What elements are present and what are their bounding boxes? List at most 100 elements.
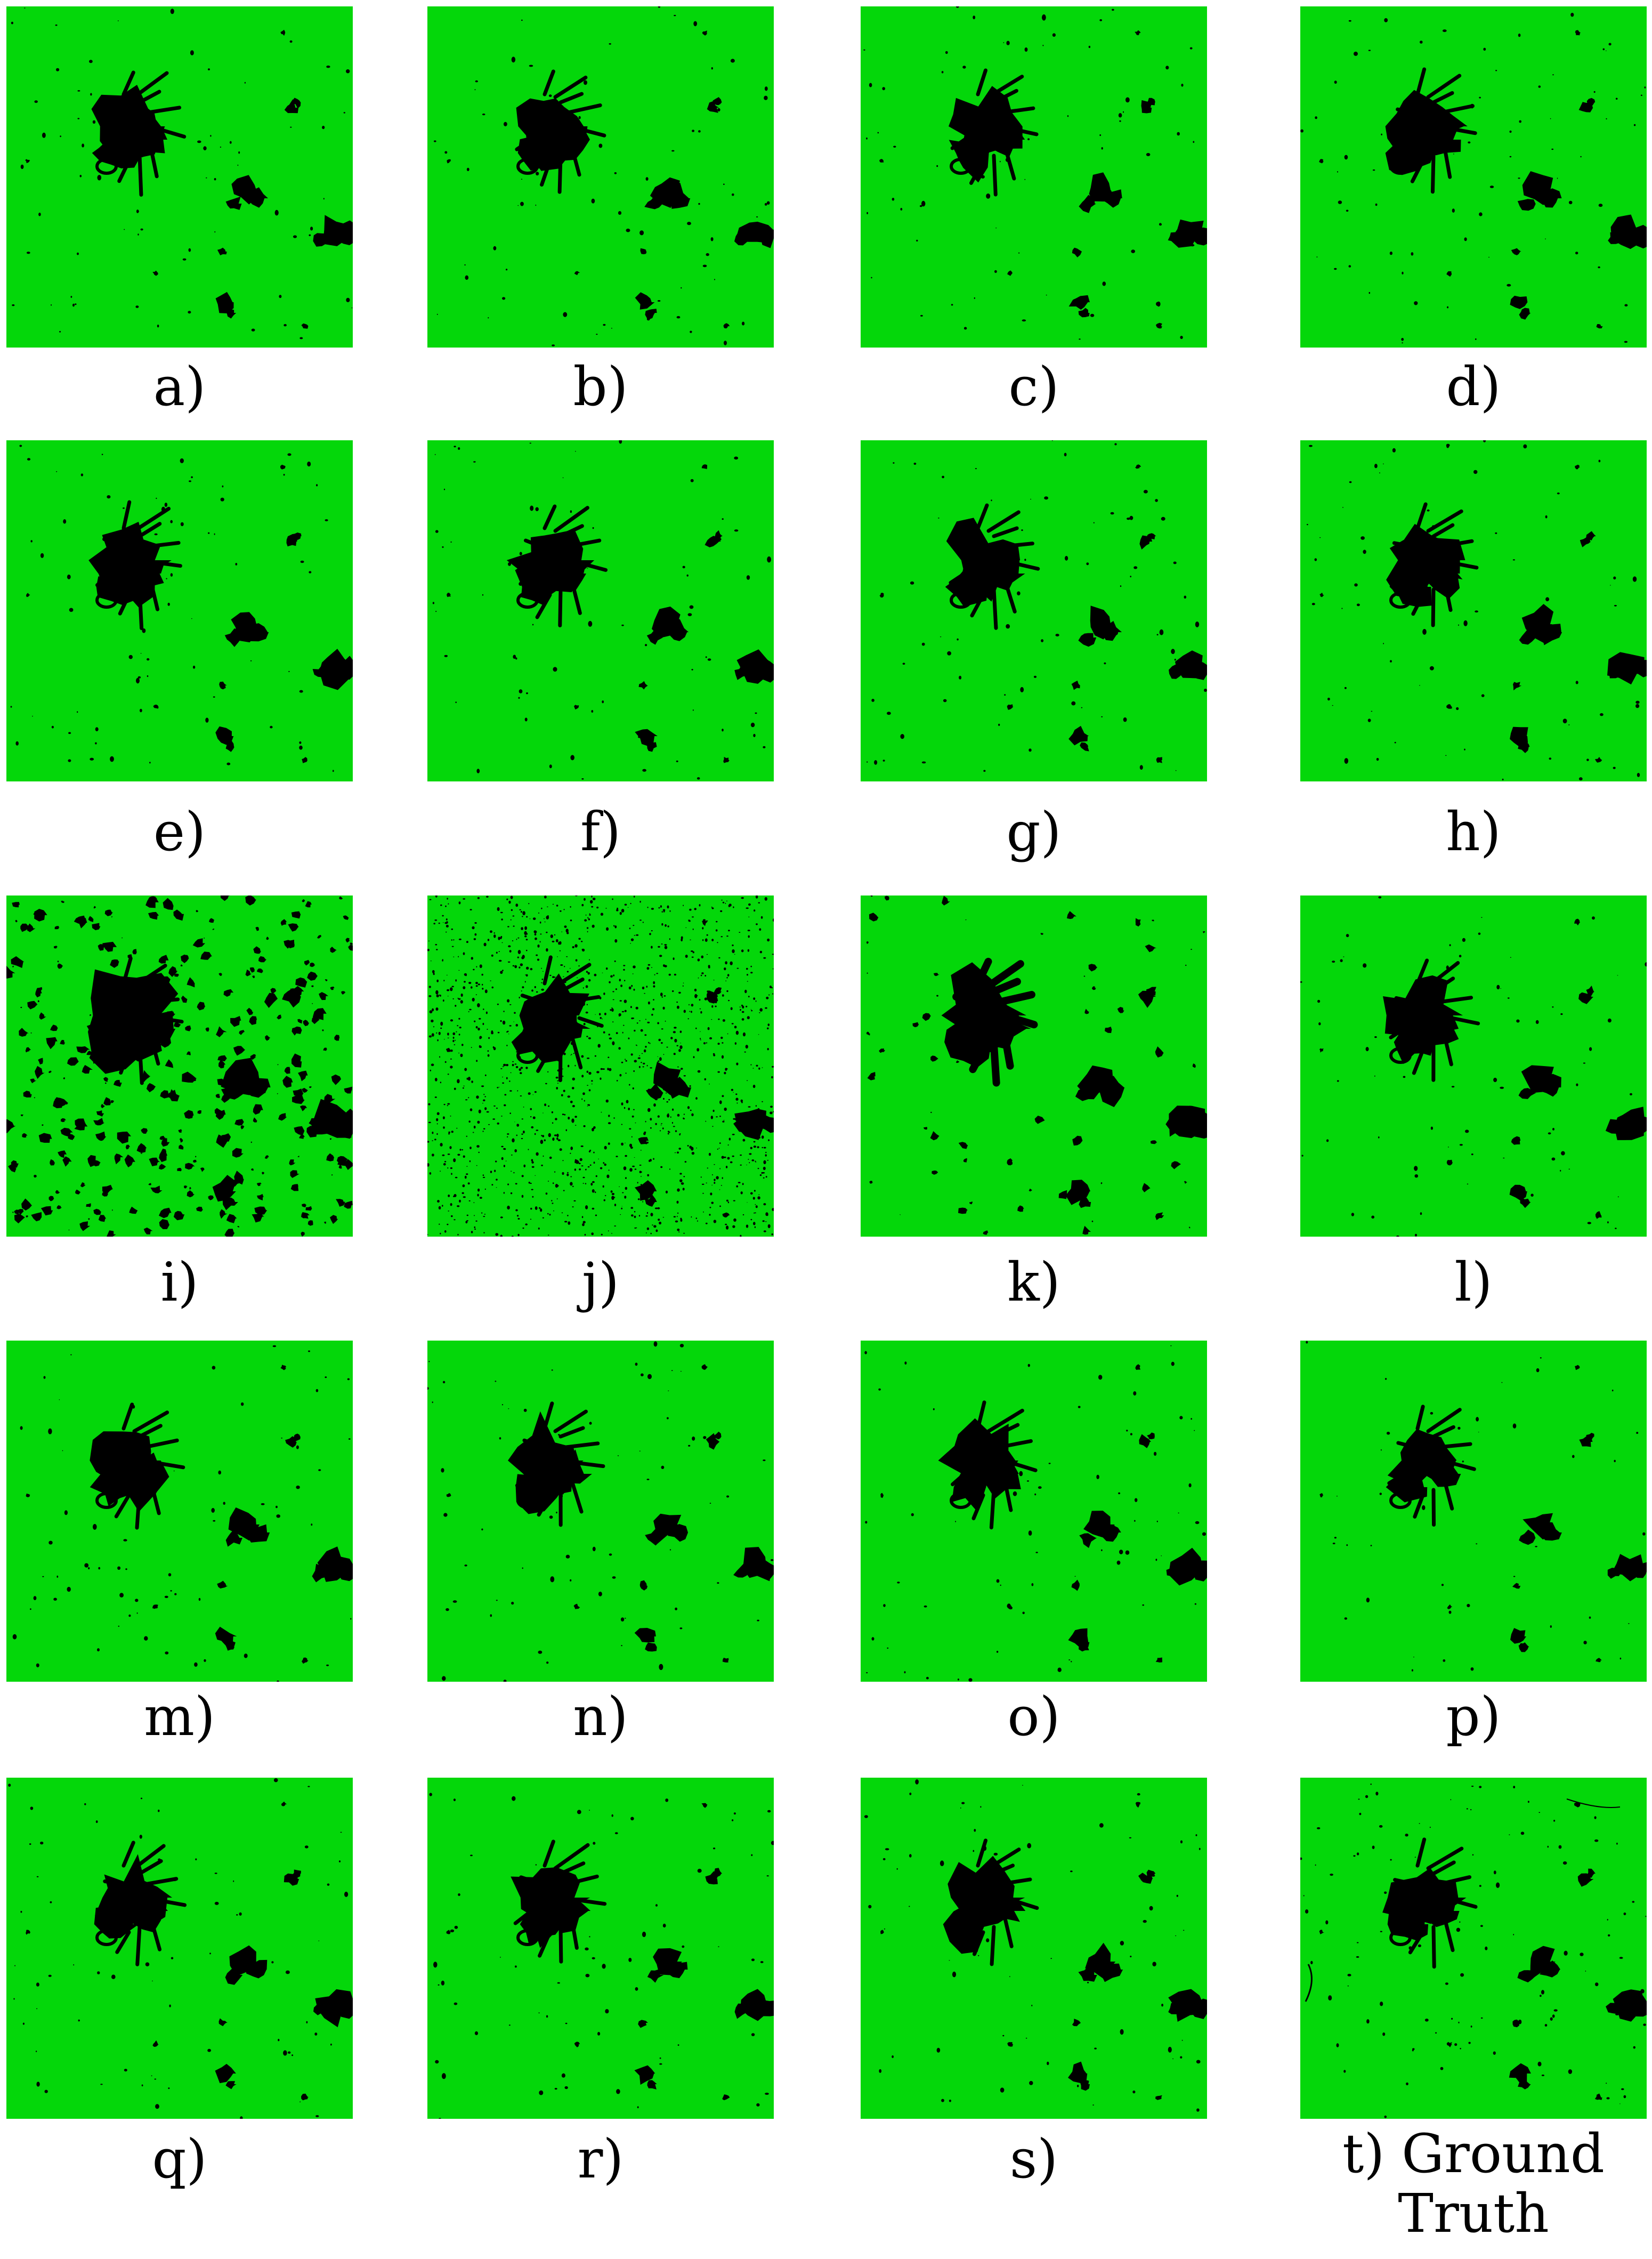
pond xyxy=(629,1143,633,1147)
lake-arm xyxy=(1442,1032,1453,1067)
pond xyxy=(1118,113,1122,118)
lake-ring xyxy=(95,1492,118,1509)
pond xyxy=(257,968,264,973)
land-background xyxy=(861,1778,1207,2119)
pond xyxy=(432,970,435,974)
lake-arm xyxy=(990,1925,996,1966)
lake-arm xyxy=(114,1493,131,1519)
pond xyxy=(1376,757,1379,761)
pond xyxy=(141,1128,148,1134)
pond xyxy=(726,935,728,937)
pond xyxy=(548,1133,551,1137)
pond xyxy=(479,1018,481,1020)
water-body xyxy=(1574,918,1581,926)
pond xyxy=(346,69,350,74)
pond xyxy=(1392,448,1396,453)
pond xyxy=(1314,558,1317,561)
pond xyxy=(1183,1930,1185,1931)
pond xyxy=(884,1928,886,1930)
water-body xyxy=(248,623,269,642)
pond xyxy=(718,538,722,540)
water-body xyxy=(225,740,234,752)
pond xyxy=(463,1155,465,1158)
pond xyxy=(994,270,997,273)
pond xyxy=(733,906,734,908)
pond xyxy=(312,1008,327,1020)
pond xyxy=(54,946,58,949)
pond xyxy=(154,2078,157,2080)
lake-arm xyxy=(122,500,132,530)
pond xyxy=(477,1193,479,1197)
pond xyxy=(621,909,625,913)
pond xyxy=(252,975,255,978)
pond xyxy=(277,1093,279,1094)
pond xyxy=(751,1159,755,1161)
pond xyxy=(542,1135,545,1137)
water-body xyxy=(1518,1088,1536,1099)
pond xyxy=(630,1817,634,1821)
pond xyxy=(279,295,282,298)
lake-arm xyxy=(569,1914,579,1950)
pond xyxy=(1135,1498,1138,1502)
pond xyxy=(589,1422,592,1425)
pond xyxy=(667,1133,669,1135)
lake-lobe xyxy=(550,1015,590,1040)
pond xyxy=(1150,1140,1157,1144)
pond xyxy=(519,689,523,693)
pond xyxy=(653,1225,657,1228)
water-body xyxy=(1319,159,1324,164)
pond xyxy=(1576,1083,1578,1086)
lake-arm xyxy=(99,992,123,1004)
pond xyxy=(893,146,896,148)
pond xyxy=(1025,2037,1027,2039)
lake-arm xyxy=(558,977,585,994)
pond xyxy=(666,1101,668,1103)
pond xyxy=(522,986,524,989)
pond xyxy=(195,1858,197,1860)
pond xyxy=(1560,1169,1561,1172)
pond xyxy=(456,1127,458,1129)
pond xyxy=(302,899,305,902)
pond xyxy=(451,1215,453,1217)
pond xyxy=(530,1219,532,1220)
pond xyxy=(585,1974,590,1978)
pond xyxy=(616,1080,618,1082)
pond xyxy=(637,1057,641,1059)
pond xyxy=(93,1524,97,1530)
water-body xyxy=(243,1071,271,1098)
pond xyxy=(442,922,444,923)
pond xyxy=(1029,2081,1033,2085)
pond xyxy=(507,926,509,927)
lake-arm xyxy=(952,539,977,549)
pond xyxy=(763,1177,765,1179)
pond xyxy=(652,1008,655,1011)
pond xyxy=(621,1102,623,1106)
pond xyxy=(1478,932,1481,935)
pond xyxy=(1495,532,1497,534)
pond xyxy=(550,934,553,938)
pond xyxy=(538,2012,540,2014)
water-body xyxy=(335,220,353,245)
pond xyxy=(541,907,542,909)
lake-arm xyxy=(119,1048,131,1075)
pond xyxy=(657,1115,660,1118)
pond xyxy=(261,1503,265,1505)
water-body xyxy=(285,1436,297,1448)
pond xyxy=(1133,566,1138,569)
pond xyxy=(652,1224,653,1226)
pond xyxy=(1117,1007,1124,1013)
pond xyxy=(1451,1086,1455,1088)
pond xyxy=(532,624,534,626)
pond xyxy=(719,1205,721,1207)
pond xyxy=(472,997,475,1002)
pond xyxy=(235,563,238,566)
pond xyxy=(521,1118,523,1120)
pond xyxy=(760,916,763,919)
pond xyxy=(1585,1970,1586,1972)
pond xyxy=(723,183,725,185)
pond xyxy=(440,904,442,906)
pond xyxy=(350,1618,352,1620)
pond xyxy=(561,1212,563,1214)
pond xyxy=(706,1042,708,1044)
